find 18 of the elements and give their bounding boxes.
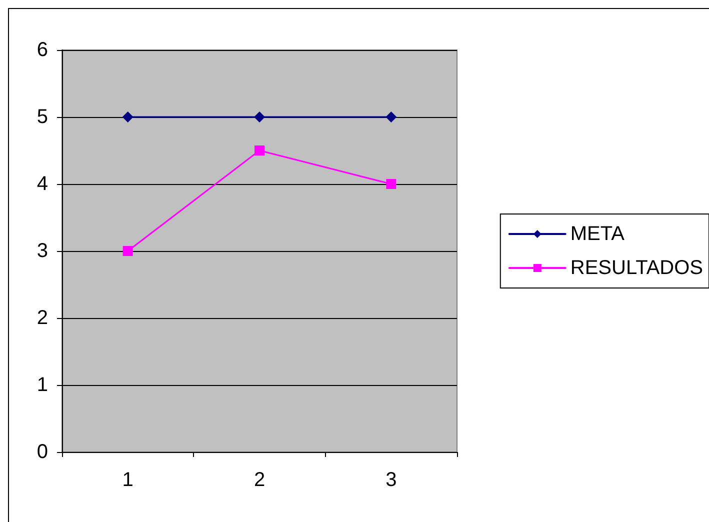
y-tick-label: 0 [36,441,48,463]
y-tick-label: 3 [36,240,48,262]
point [122,246,133,256]
point [386,179,396,189]
y-tick-label: 2 [36,307,48,329]
y-tick-label: 4 [36,173,48,195]
legend-label: META [570,223,626,245]
x-tick-label: 1 [122,469,134,491]
point [254,146,264,156]
x-tick-label: 3 [386,469,397,491]
y-tick-label: 6 [36,39,48,61]
y-tick-label: 1 [36,374,48,396]
y-tick-label: 5 [36,106,48,128]
legend-label: RESULTADOS [570,257,704,279]
point [122,112,134,122]
point [386,112,397,122]
x-tick-label: 2 [254,469,266,491]
point [254,112,265,122]
